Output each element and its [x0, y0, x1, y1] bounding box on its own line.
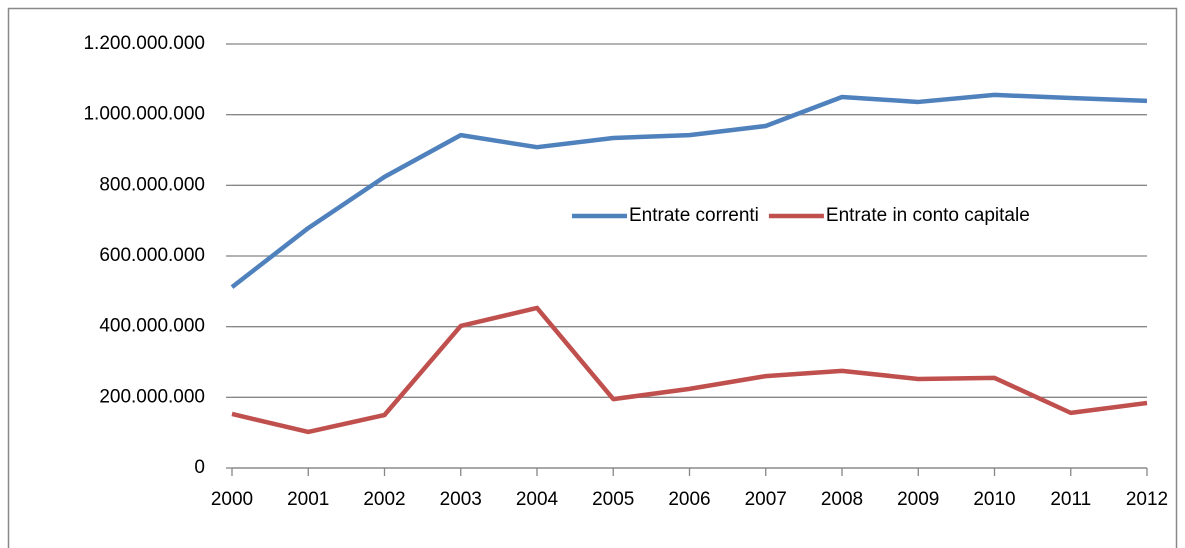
x-tick-label: 2011: [1050, 489, 1091, 510]
y-tick-label: 1.200.000.000: [83, 33, 205, 54]
y-tick-label: 1.000.000.000: [83, 104, 205, 125]
chart-frame: [7, 7, 1178, 548]
x-tick-label: 2005: [592, 489, 634, 510]
x-tick-label: 2009: [897, 489, 939, 510]
x-tick-label: 2006: [668, 489, 710, 510]
y-tick-label: 400.000.000: [99, 316, 205, 337]
x-tick-label: 2007: [745, 489, 787, 510]
data-line: [231, 305, 1148, 435]
y-tick-label: 600.000.000: [99, 245, 205, 266]
x-tick-label: 2008: [821, 489, 863, 510]
y-tick-label: 200.000.000: [99, 386, 205, 407]
legend-label: Entrate in conto capitale: [826, 205, 1030, 226]
legend-label: Entrate correnti: [629, 205, 759, 226]
x-tick-label: 2002: [363, 489, 405, 510]
x-tick-label: 2010: [973, 489, 1015, 510]
x-tick-label: 2012: [1126, 489, 1168, 510]
x-tick-label: 2000: [211, 489, 253, 510]
y-tick-label: 800.000.000: [99, 174, 205, 195]
x-tick-label: 2003: [440, 489, 482, 510]
data-line: [230, 92, 1148, 289]
y-tick-label: 0: [194, 457, 205, 478]
x-tick-label: 2001: [287, 489, 329, 510]
x-tick-label: 2004: [516, 489, 559, 510]
